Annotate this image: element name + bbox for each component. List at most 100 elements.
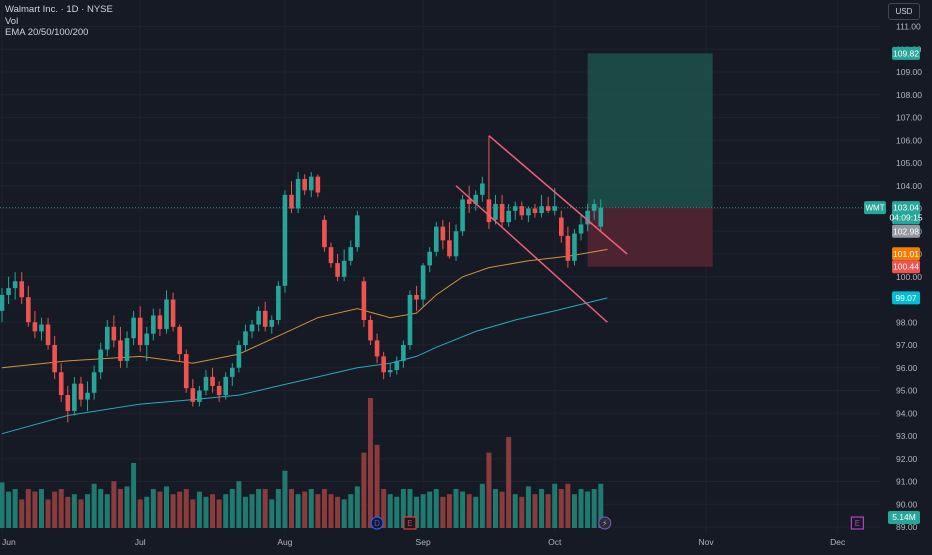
candle[interactable] <box>243 324 248 352</box>
candle[interactable] <box>230 363 235 386</box>
candle[interactable] <box>58 363 64 402</box>
candle[interactable] <box>190 379 196 407</box>
candle[interactable] <box>473 190 479 211</box>
candle[interactable] <box>19 272 25 305</box>
candle[interactable] <box>526 206 531 223</box>
candle[interactable] <box>407 290 413 350</box>
candle[interactable] <box>453 224 459 261</box>
dividend-marker[interactable]: D <box>370 516 384 530</box>
price-tag-last[interactable]: 103.04 <box>892 201 920 215</box>
candle[interactable] <box>65 385 71 423</box>
candle[interactable] <box>39 317 44 341</box>
symbol-title[interactable]: Walmart Inc. · 1D · NYSE <box>5 4 113 15</box>
candle[interactable] <box>91 365 97 400</box>
candle[interactable] <box>282 190 288 293</box>
candle[interactable] <box>499 194 505 227</box>
candle[interactable] <box>433 222 439 257</box>
candle[interactable] <box>85 381 90 411</box>
candle[interactable] <box>249 319 255 339</box>
candle[interactable] <box>394 356 400 375</box>
candle[interactable] <box>486 135 492 229</box>
candle[interactable] <box>236 340 242 373</box>
candle[interactable] <box>32 310 38 339</box>
target-zone[interactable] <box>587 53 713 208</box>
candle[interactable] <box>598 199 604 232</box>
candle[interactable] <box>585 203 590 232</box>
channel-upper-line[interactable] <box>488 135 628 255</box>
candle[interactable] <box>6 276 11 305</box>
price-tag-ema100[interactable]: 99.07 <box>892 291 920 305</box>
candle[interactable] <box>170 292 176 332</box>
candle[interactable] <box>572 228 577 266</box>
symbol-tag[interactable]: WMT <box>864 201 886 215</box>
candle[interactable] <box>335 254 340 282</box>
candle[interactable] <box>302 174 307 195</box>
candle[interactable] <box>45 317 51 350</box>
candle[interactable] <box>368 315 373 345</box>
candle[interactable] <box>387 363 393 377</box>
candle[interactable] <box>493 194 498 225</box>
candle[interactable] <box>124 331 130 368</box>
candle[interactable] <box>203 370 209 396</box>
candle[interactable] <box>506 203 511 227</box>
candle[interactable] <box>308 172 314 198</box>
earnings-marker[interactable]: E <box>850 516 865 530</box>
candle[interactable] <box>118 326 123 368</box>
price-tag-prev[interactable]: 102.98 <box>892 224 920 238</box>
candle[interactable] <box>328 242 334 268</box>
volume-indicator-label[interactable]: Vol <box>5 15 19 27</box>
channel-lower-line[interactable] <box>455 185 608 323</box>
candle[interactable] <box>519 201 525 220</box>
ema-indicator-label[interactable]: EMA 20/50/100/200 <box>5 27 89 38</box>
price-tag-stop[interactable]: 100.44 <box>892 260 920 274</box>
candle[interactable] <box>104 319 110 357</box>
price-tag-countdown[interactable]: 04:09:15 <box>889 211 923 225</box>
candle[interactable] <box>440 219 446 250</box>
candle[interactable] <box>341 249 347 282</box>
candle[interactable] <box>216 381 222 402</box>
candle[interactable] <box>177 324 182 361</box>
candle[interactable] <box>157 308 163 336</box>
candle[interactable] <box>559 210 564 243</box>
candle[interactable] <box>262 301 268 332</box>
candle[interactable] <box>78 376 84 407</box>
candle[interactable] <box>276 281 281 325</box>
lightning-icon[interactable] <box>598 516 612 530</box>
candle[interactable] <box>137 306 143 352</box>
candle[interactable] <box>197 385 202 407</box>
candle[interactable] <box>0 288 5 323</box>
currency-button[interactable]: USD <box>888 3 920 20</box>
candle[interactable] <box>164 290 169 334</box>
earnings-marker[interactable]: E <box>403 516 417 530</box>
candle[interactable] <box>447 222 452 259</box>
candle[interactable] <box>427 247 432 273</box>
candle[interactable] <box>539 194 544 218</box>
candle[interactable] <box>295 172 301 214</box>
candle[interactable] <box>256 306 261 332</box>
candle[interactable] <box>532 203 538 218</box>
candle[interactable] <box>210 367 215 393</box>
candle[interactable] <box>111 315 117 348</box>
price-tag-ema50[interactable]: 101.01 <box>892 247 920 261</box>
candle[interactable] <box>315 174 321 198</box>
candle[interactable] <box>355 210 360 252</box>
candle[interactable] <box>466 185 472 214</box>
candle[interactable] <box>565 226 571 268</box>
price-tag-target[interactable]: 109.82 <box>892 46 920 60</box>
candle[interactable] <box>414 285 419 311</box>
candle[interactable] <box>420 263 426 307</box>
candle[interactable] <box>374 333 380 364</box>
candle[interactable] <box>223 372 229 400</box>
candle[interactable] <box>131 310 136 345</box>
candle[interactable] <box>512 201 518 220</box>
candle[interactable] <box>12 272 18 300</box>
candle[interactable] <box>52 335 57 380</box>
candle[interactable] <box>151 308 156 341</box>
candle[interactable] <box>578 215 584 241</box>
candle[interactable] <box>269 315 275 334</box>
candle[interactable] <box>401 340 406 368</box>
candle[interactable] <box>26 285 31 327</box>
candle[interactable] <box>322 215 327 252</box>
